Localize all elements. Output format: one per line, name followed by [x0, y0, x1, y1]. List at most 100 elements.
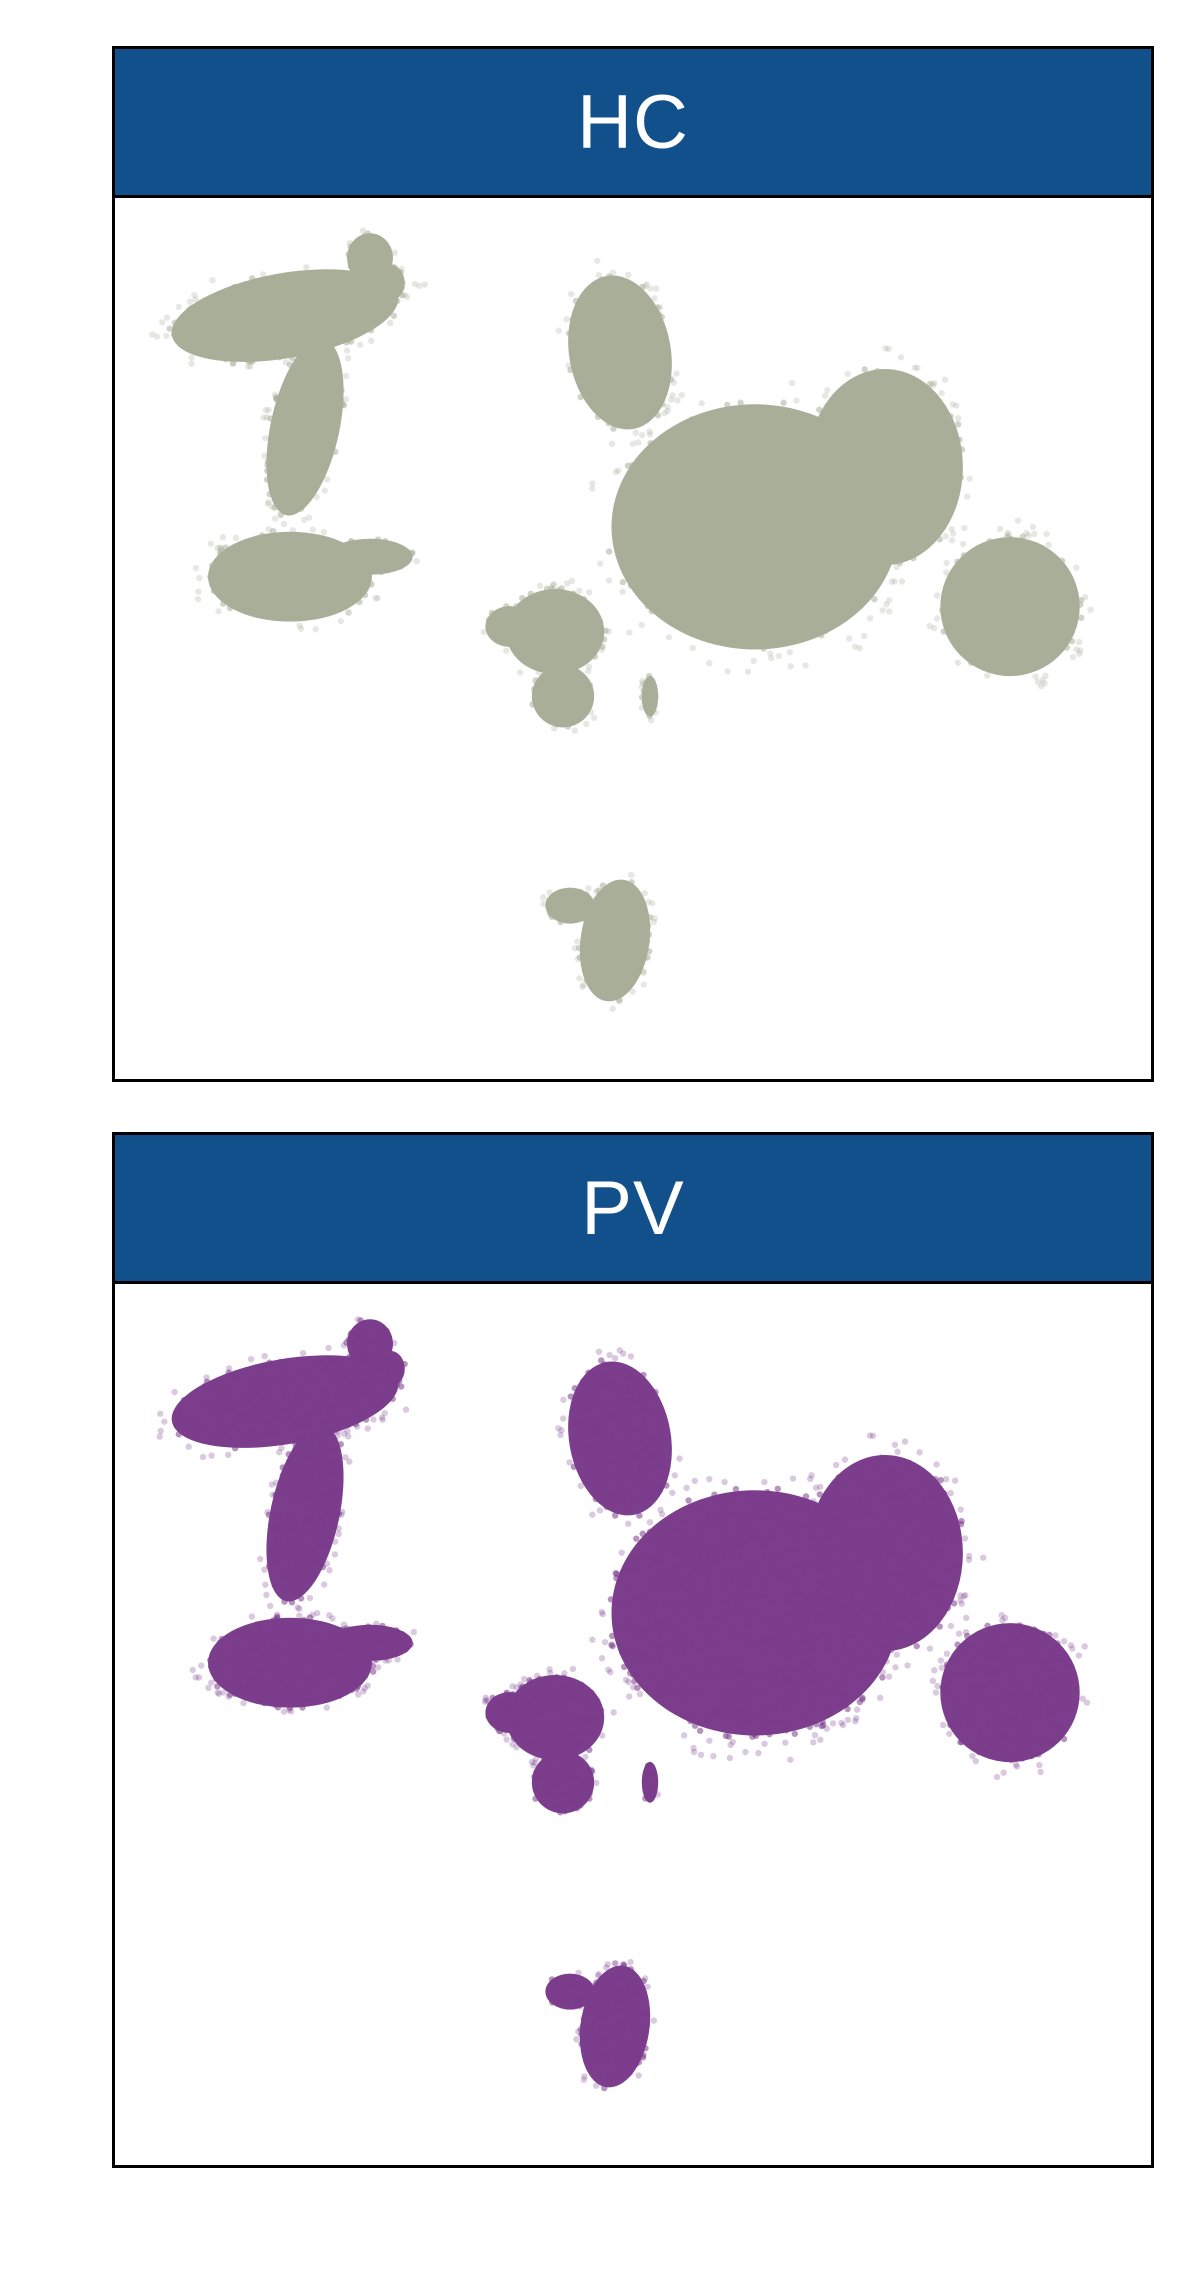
scatter-point	[882, 1523, 890, 1531]
scatter-point	[955, 414, 962, 422]
scatter-point	[189, 307, 197, 315]
scatter-point	[998, 631, 1005, 638]
scatter-point	[895, 403, 902, 411]
scatter-point	[277, 428, 284, 435]
scatter-point	[841, 1640, 849, 1648]
scatter-point	[642, 680, 650, 687]
scatter-point	[540, 687, 548, 694]
scatter-point	[249, 1675, 256, 1682]
scatter-point	[624, 299, 631, 307]
scatter-point	[999, 1617, 1006, 1624]
scatter-point	[287, 558, 295, 565]
scatter-point	[595, 271, 602, 279]
scatter-point	[1067, 1642, 1075, 1649]
scatter-point	[391, 249, 398, 256]
scatter-point	[336, 559, 343, 566]
scatter-point	[573, 653, 580, 660]
scatter-point	[633, 1535, 640, 1542]
scatter-point	[626, 904, 634, 912]
scatter-point	[885, 385, 892, 393]
scatter-point	[541, 606, 548, 613]
scatter-point	[1073, 646, 1080, 653]
scatter-point	[207, 540, 214, 547]
scatter-point	[275, 1538, 282, 1545]
scatter-point	[613, 895, 621, 902]
scatter-point	[285, 1664, 292, 1672]
scatter-point	[845, 426, 852, 433]
scatter-point	[627, 971, 634, 978]
scatter-point	[771, 488, 778, 495]
scatter-point	[577, 680, 584, 688]
scatter-point	[594, 1466, 601, 1473]
scatter-point	[322, 1492, 329, 1499]
scatter-point	[857, 465, 864, 472]
scatter-point	[724, 401, 731, 409]
scatter-point	[612, 1460, 620, 1467]
scatter-point	[576, 954, 583, 961]
scatter-point	[851, 513, 858, 520]
scatter-point	[672, 1622, 679, 1629]
scatter-point	[740, 493, 748, 501]
scatter-point	[640, 2013, 647, 2020]
scatter-point	[629, 1408, 636, 1416]
scatter-point	[642, 581, 649, 588]
scatter-point	[306, 573, 313, 580]
scatter-point	[538, 626, 546, 633]
scatter-point	[970, 1683, 977, 1690]
scatter-point	[751, 560, 758, 568]
scatter-point	[1018, 589, 1025, 596]
scatter-point	[398, 1369, 405, 1376]
scatter-point	[600, 1451, 607, 1459]
scatter-point	[839, 1691, 846, 1699]
scatter-point	[628, 871, 635, 879]
scatter-point	[1047, 648, 1055, 656]
scatter-point	[338, 397, 345, 404]
scatter-point	[1058, 1722, 1066, 1730]
scatter-point	[646, 672, 653, 680]
scatter-point	[985, 653, 993, 660]
scatter-point	[586, 682, 594, 689]
scatter-point	[621, 423, 628, 430]
scatter-point	[689, 1566, 696, 1573]
scatter-point	[877, 1559, 884, 1566]
scatter-point	[1013, 1763, 1021, 1770]
scatter-point	[323, 347, 330, 354]
scatter-point	[645, 558, 653, 565]
scatter-point	[912, 462, 919, 470]
scatter-point	[609, 2076, 616, 2084]
scatter-point	[532, 1785, 539, 1792]
scatter-point	[585, 884, 592, 892]
scatter-point	[891, 511, 898, 518]
scatter-point	[541, 661, 548, 668]
scatter-point	[349, 1403, 357, 1410]
scatter-point	[926, 622, 933, 630]
scatter-point	[301, 454, 309, 461]
scatter-point	[521, 1675, 528, 1683]
scatter-point	[751, 1600, 759, 1608]
scatter-point	[676, 1561, 683, 1569]
scatter-point	[540, 1761, 547, 1768]
scatter-point	[283, 1407, 290, 1414]
scatter-point	[614, 374, 621, 382]
scatter-point	[756, 520, 763, 527]
scatter-point	[1062, 1661, 1069, 1668]
scatter-point	[1011, 639, 1019, 647]
scatter-point	[264, 467, 271, 474]
scatter-point	[531, 1773, 538, 1780]
scatter-point	[839, 449, 846, 457]
scatter-point	[555, 662, 563, 669]
scatter-point	[837, 1616, 844, 1624]
scatter-point	[327, 1357, 334, 1364]
scatter-point	[624, 1440, 631, 1447]
scatter-point	[966, 475, 973, 482]
scatter-point	[294, 343, 301, 351]
scatter-point	[224, 337, 231, 344]
scatter-point	[335, 1392, 342, 1399]
scatter-point	[833, 567, 841, 574]
scatter-point	[361, 312, 368, 319]
scatter-point	[584, 376, 592, 383]
scatter-point	[976, 1748, 983, 1756]
scatter-point	[192, 1674, 199, 1681]
scatter-point	[576, 975, 583, 982]
scatter-point	[714, 608, 721, 615]
